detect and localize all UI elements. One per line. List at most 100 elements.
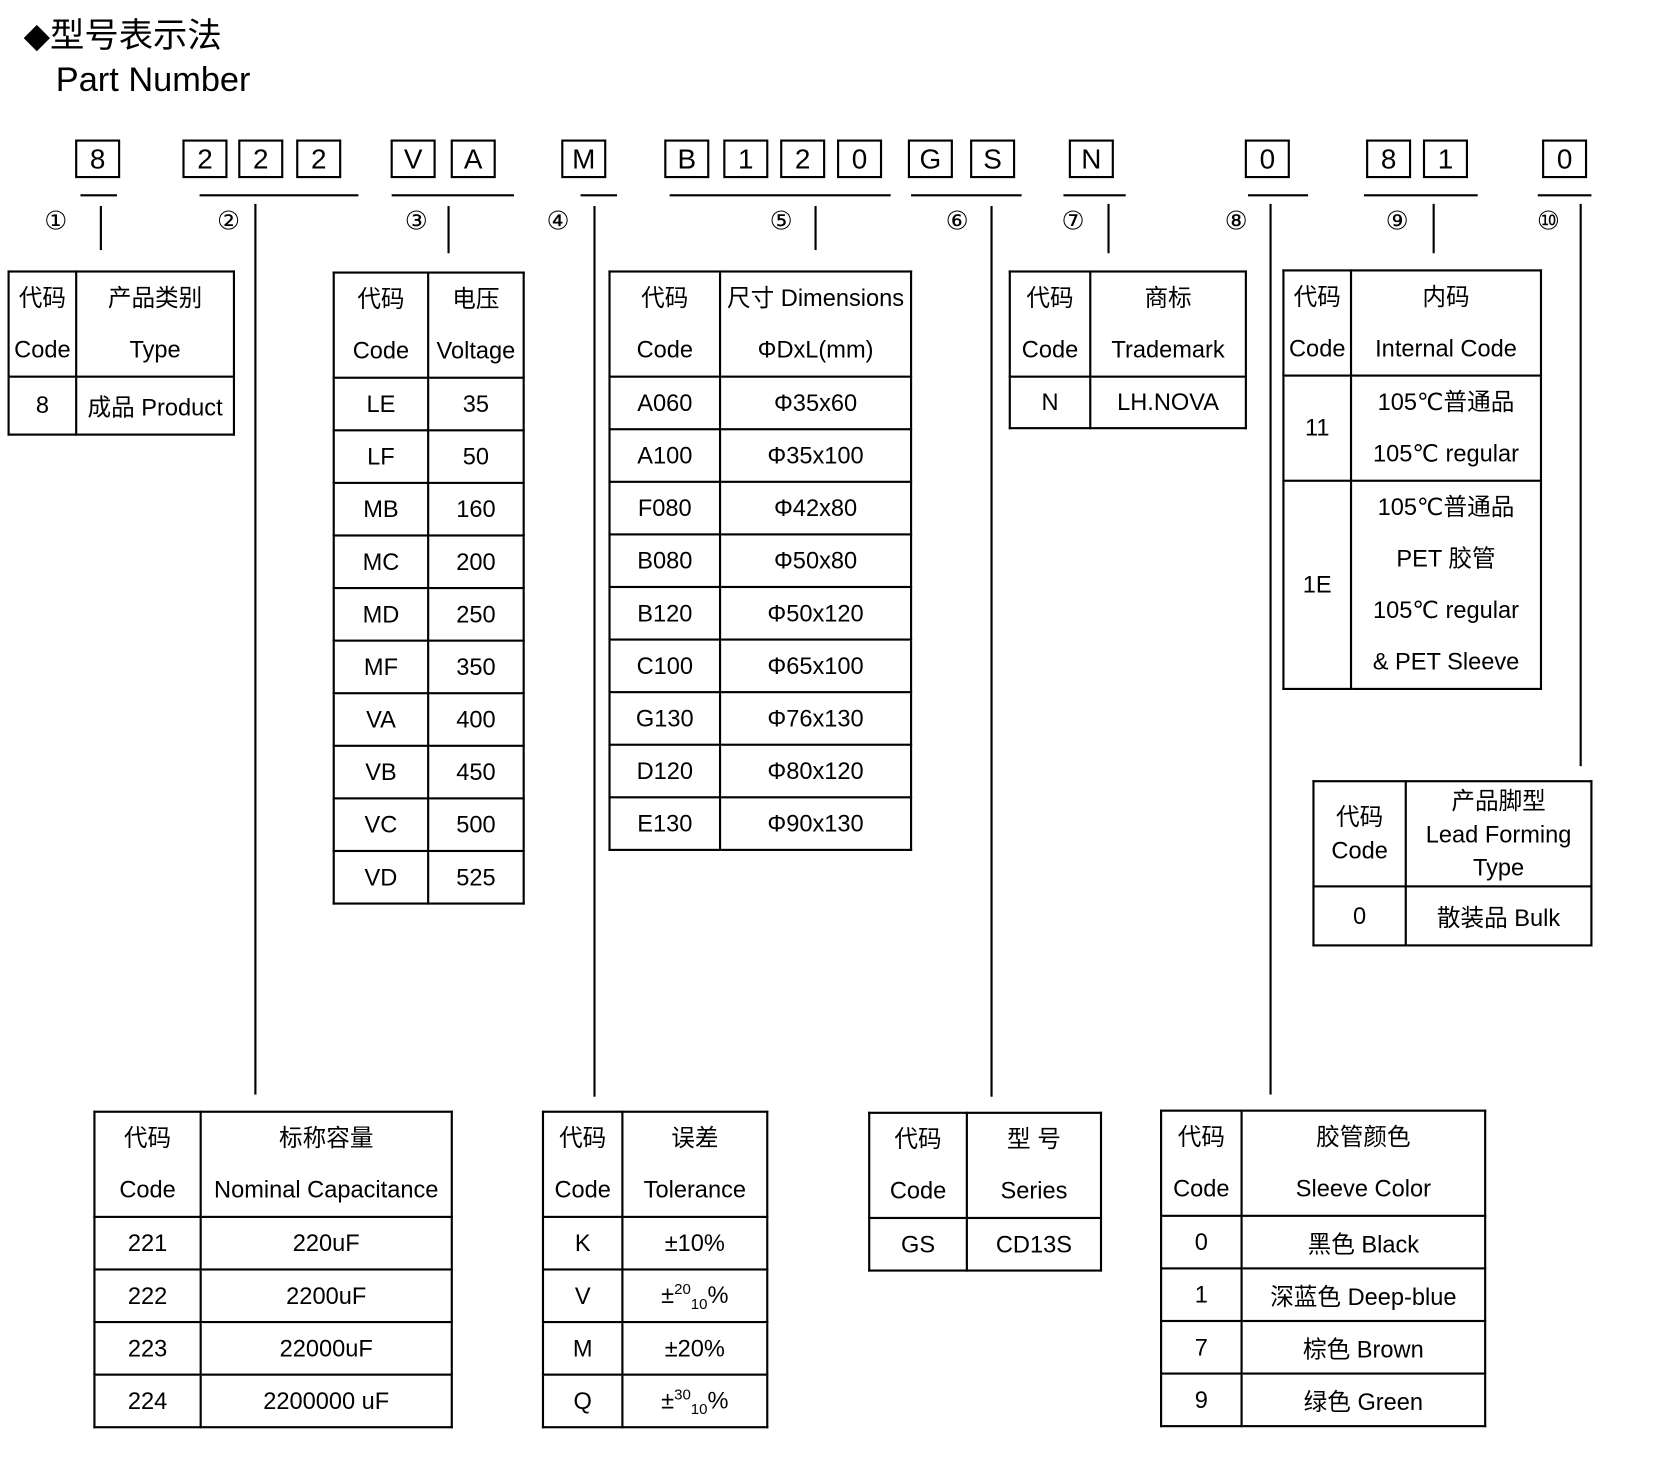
header-text: 代码 bbox=[641, 284, 689, 312]
tolerance-table: 代码 Code 误差 Tolerance K ±10% V ±2010% M ±20% Q ±3010… bbox=[541, 1110, 769, 1429]
header-cell: 代码 Code bbox=[1312, 780, 1407, 888]
header-cell: 代码 Code bbox=[868, 1111, 968, 1220]
section-marker: ⑦ bbox=[1061, 206, 1085, 237]
code-cell: N bbox=[1008, 375, 1092, 430]
table-row: LE 35 bbox=[332, 376, 525, 432]
table-row: 1 深蓝色 Deep-blue bbox=[1160, 1267, 1487, 1323]
code-cell: LF bbox=[332, 429, 430, 484]
value-line: 105℃ regular bbox=[1373, 439, 1519, 467]
value-cell: Φ50x120 bbox=[718, 585, 913, 641]
table-row: GS CD13S bbox=[868, 1216, 1103, 1272]
table-header-row: 代码 Code 商标 Trademark bbox=[1008, 270, 1247, 378]
value-cell: Φ76x130 bbox=[718, 691, 913, 746]
header-cell: 内码 Internal Code bbox=[1349, 269, 1543, 377]
page-title: ◆型号表示法 bbox=[23, 15, 222, 56]
group-underline bbox=[1248, 194, 1309, 197]
header-text: 产品脚型 bbox=[1451, 787, 1546, 814]
table-row: C100 Φ65x100 bbox=[608, 638, 913, 694]
type-table: 代码 Code 产品类别 Type 8 成品 Product bbox=[7, 270, 236, 436]
code-cell: MD bbox=[332, 586, 430, 642]
value-cell: ±20% bbox=[621, 1320, 769, 1376]
value-cell: 160 bbox=[427, 481, 525, 537]
code-cell: V bbox=[541, 1268, 624, 1324]
table-row: 1E 105℃普通品 PET 胶管 105℃ regular & PET Sleeve bbox=[1282, 479, 1543, 691]
dimensions-table: 代码 Code 尺寸 Dimensions ΦDxL(mm) A060 Φ35x60 A10… bbox=[608, 270, 913, 851]
value-cell: 450 bbox=[427, 744, 525, 800]
table-header-row: 代码 Code 电压 Voltage bbox=[332, 271, 525, 379]
tolerance-unit: % bbox=[707, 1386, 729, 1414]
code-cell: MF bbox=[332, 639, 430, 695]
header-cell: 产品脚型 Lead Forming Type bbox=[1404, 780, 1593, 888]
header-cell: 商标 Trademark bbox=[1089, 270, 1247, 378]
part-char-box: 0 bbox=[837, 139, 883, 179]
table-row: A060 Φ35x60 bbox=[608, 375, 913, 431]
table-row: MC 200 bbox=[332, 534, 525, 590]
header-text: Code bbox=[1021, 335, 1079, 363]
value-cell: Φ50x80 bbox=[718, 533, 913, 589]
group-underline bbox=[580, 194, 618, 197]
part-char-box: 1 bbox=[1422, 139, 1469, 179]
value-cell: Φ42x80 bbox=[718, 480, 913, 536]
header-text: Lead Forming bbox=[1425, 820, 1572, 848]
value-cell: 525 bbox=[427, 849, 525, 905]
table-row: A100 Φ35x100 bbox=[608, 428, 913, 483]
part-char-box: 1 bbox=[723, 139, 769, 179]
table-row: E130 Φ90x130 bbox=[608, 796, 913, 851]
header-text: 代码 bbox=[357, 285, 405, 313]
header-text: 代码 bbox=[1026, 284, 1074, 312]
tolerance-sub: 10 bbox=[690, 1294, 708, 1312]
value-cell: 22000uF bbox=[199, 1320, 453, 1376]
table-row: N LH.NOVA bbox=[1008, 375, 1247, 430]
header-cell: 代码 Code bbox=[1160, 1109, 1243, 1217]
part-char-box: V bbox=[390, 139, 436, 179]
header-text: Code bbox=[1289, 334, 1346, 362]
value-cell: ±3010% bbox=[621, 1373, 769, 1429]
group-underline bbox=[391, 194, 515, 197]
part-char-box: 0 bbox=[1244, 139, 1290, 179]
header-text: 代码 bbox=[18, 284, 66, 312]
code-cell: 1 bbox=[1160, 1267, 1243, 1323]
header-cell: 代码 Code bbox=[7, 270, 78, 378]
section-marker: ① bbox=[44, 206, 68, 237]
section-marker: ⑩ bbox=[1536, 206, 1561, 237]
header-cell: 产品类别 Type bbox=[75, 270, 236, 378]
header-cell: 电压 Voltage bbox=[427, 271, 525, 379]
header-text: 标称容量 bbox=[278, 1124, 374, 1152]
code-cell: K bbox=[541, 1215, 624, 1271]
code-cell: G130 bbox=[608, 691, 722, 746]
value-cell: Φ35x60 bbox=[718, 375, 913, 431]
value-cell: Φ35x100 bbox=[718, 428, 913, 483]
tolerance-sup: 20 bbox=[674, 1279, 691, 1297]
section-marker: ④ bbox=[546, 206, 570, 237]
value-cell: 105℃普通品 PET 胶管 105℃ regular & PET Sleeve bbox=[1349, 479, 1543, 691]
connector-line bbox=[1107, 203, 1110, 254]
code-cell: 0 bbox=[1312, 885, 1407, 947]
value-cell: 105℃普通品 105℃ regular bbox=[1349, 374, 1543, 482]
table-row: MF 350 bbox=[332, 639, 525, 695]
value-cell: 成品 Product bbox=[75, 375, 236, 436]
header-text: Code bbox=[636, 335, 694, 363]
header-text: 型 号 bbox=[1007, 1125, 1061, 1153]
table-row: G130 Φ76x130 bbox=[608, 691, 913, 746]
table-header-row: 代码 Code 尺寸 Dimensions ΦDxL(mm) bbox=[608, 270, 913, 378]
header-text: Voltage bbox=[436, 336, 516, 364]
sleeve-color-table: 代码 Code 胶管颜色 Sleeve Color 0 黑色 Black 1 深蓝色 Deep… bbox=[1160, 1109, 1487, 1428]
value-line: & PET Sleeve bbox=[1372, 648, 1520, 675]
table-header-row: 代码 Code 胶管颜色 Sleeve Color bbox=[1160, 1109, 1487, 1217]
part-char-box: 8 bbox=[1366, 139, 1412, 179]
value-cell: 200 bbox=[427, 534, 525, 590]
header-text: 产品类别 bbox=[107, 284, 203, 312]
table-row: 223 22000uF bbox=[93, 1320, 453, 1376]
table-header-row: 代码 Code 产品脚型 Lead Forming Type bbox=[1312, 780, 1593, 888]
value-cell: Φ65x100 bbox=[718, 638, 913, 694]
table-row: 0 散装品 Bulk bbox=[1312, 885, 1593, 947]
group-underline bbox=[1363, 194, 1478, 197]
header-cell: 胶管颜色 Sleeve Color bbox=[1240, 1109, 1487, 1217]
header-text: Code bbox=[1173, 1175, 1230, 1202]
table-row: 222 2200uF bbox=[93, 1268, 453, 1324]
group-underline bbox=[1537, 194, 1592, 197]
part-char-box: 0 bbox=[1542, 139, 1588, 179]
part-char-box: 2 bbox=[780, 139, 826, 179]
code-cell: 224 bbox=[93, 1373, 202, 1429]
table-row: D120 Φ80x120 bbox=[608, 743, 913, 799]
